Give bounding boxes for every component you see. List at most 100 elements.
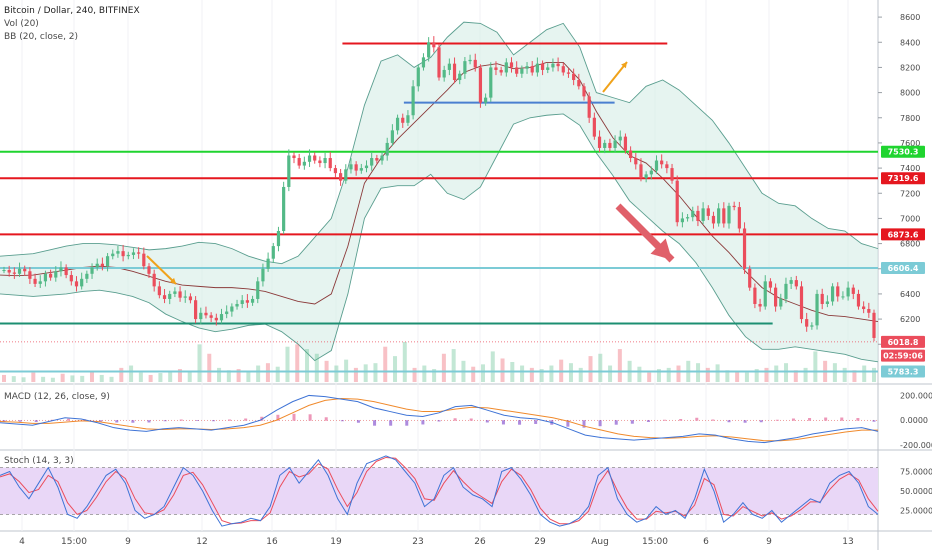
volume-bar bbox=[735, 371, 740, 382]
legend-symbol: Bitcoin / Dollar, 240, BITFINEX bbox=[4, 6, 140, 16]
volume-bar bbox=[41, 376, 46, 382]
candle-body bbox=[825, 301, 829, 304]
candle-body bbox=[80, 278, 84, 287]
candle-body bbox=[701, 208, 705, 221]
candle-body bbox=[499, 69, 503, 73]
candle-body bbox=[717, 208, 721, 224]
macd-histogram-bar bbox=[34, 420, 38, 422]
candle-body bbox=[12, 272, 16, 274]
candle-body bbox=[437, 47, 441, 78]
x-tick-label: 29 bbox=[534, 537, 546, 547]
candle-body bbox=[23, 268, 27, 272]
candle-body bbox=[225, 311, 229, 315]
volume-bar bbox=[432, 369, 437, 382]
candle-body bbox=[85, 273, 89, 279]
macd-histogram-bar bbox=[453, 418, 457, 421]
volume-bar bbox=[70, 375, 75, 382]
volume-bar bbox=[696, 363, 701, 382]
candle-body bbox=[411, 86, 415, 116]
volume-bar bbox=[363, 364, 368, 382]
macd-histogram-bar bbox=[775, 419, 779, 421]
volume-bar bbox=[2, 374, 6, 382]
candle-body bbox=[535, 63, 539, 73]
candle-body bbox=[323, 158, 327, 164]
volume-bar bbox=[11, 376, 16, 382]
candle-body bbox=[333, 168, 338, 174]
candle-body bbox=[582, 86, 586, 97]
candle-body bbox=[753, 287, 757, 304]
legend-bollinger: BB (20, close, 2) bbox=[4, 32, 79, 42]
volume-bar bbox=[207, 353, 212, 382]
candle-body bbox=[116, 251, 120, 254]
candle-body bbox=[385, 142, 389, 156]
macd-histogram-bar bbox=[840, 417, 844, 421]
candle-body bbox=[649, 170, 653, 175]
candle-body bbox=[307, 155, 312, 162]
candle-body bbox=[7, 270, 11, 273]
candle-body bbox=[95, 263, 99, 268]
candle-body bbox=[147, 266, 151, 274]
candle-body bbox=[644, 174, 648, 179]
candle-body bbox=[820, 293, 824, 304]
volume-bar bbox=[422, 365, 427, 382]
volume-bar bbox=[187, 370, 192, 382]
candle-body bbox=[17, 268, 22, 274]
candle-body bbox=[572, 73, 576, 81]
volume-bar bbox=[295, 344, 300, 382]
candle-body bbox=[287, 155, 291, 187]
candle-body bbox=[815, 293, 819, 326]
volume-bar bbox=[520, 365, 525, 382]
candle-body bbox=[473, 59, 477, 68]
x-tick-label: 12 bbox=[196, 537, 207, 547]
candle-body bbox=[292, 155, 296, 159]
volume-bar bbox=[89, 371, 94, 382]
macd-histogram-bar bbox=[405, 420, 409, 426]
volume-bar bbox=[862, 365, 867, 382]
orange-arrow-down bbox=[146, 255, 177, 285]
price-badge-label: 6873.6 bbox=[888, 230, 919, 239]
macd-histogram-bar bbox=[324, 417, 328, 421]
candle-body bbox=[183, 296, 187, 298]
volume-bar bbox=[578, 367, 583, 382]
candle-body bbox=[245, 300, 249, 303]
candle-body bbox=[566, 72, 571, 74]
orange-arrow-up-head bbox=[621, 62, 627, 69]
candle-body bbox=[587, 96, 591, 118]
candle-body bbox=[867, 309, 871, 313]
candle-body bbox=[204, 312, 208, 316]
candle-body bbox=[344, 169, 348, 181]
candle-body bbox=[603, 142, 607, 148]
volume-bar bbox=[598, 353, 603, 382]
macd-histogram-bar bbox=[646, 420, 650, 422]
candle-body bbox=[478, 67, 483, 103]
macd-histogram-bar bbox=[485, 420, 489, 423]
volume-bar bbox=[402, 342, 407, 382]
candle-body bbox=[173, 291, 177, 294]
candle-body bbox=[126, 254, 130, 257]
candle-body bbox=[768, 281, 773, 288]
x-tick-label: 15:00 bbox=[61, 537, 87, 547]
bollinger-fill bbox=[0, 22, 878, 362]
macd-histogram-bar bbox=[663, 419, 667, 421]
candle-body bbox=[230, 306, 234, 312]
volume-bar bbox=[197, 344, 202, 382]
candle-body bbox=[137, 252, 141, 254]
candle-body bbox=[494, 67, 498, 70]
volume-bar bbox=[832, 363, 837, 382]
macd-histogram-bar bbox=[598, 420, 602, 427]
volume-bar bbox=[705, 367, 710, 382]
candle-body bbox=[732, 205, 736, 208]
volume-bar bbox=[715, 364, 720, 382]
candle-body bbox=[214, 317, 218, 321]
price-tick-label: 6800 bbox=[900, 240, 920, 249]
price-badge bbox=[881, 228, 925, 241]
candle-body bbox=[406, 115, 410, 123]
candle-body bbox=[349, 164, 353, 170]
legend-volume: Vol (20) bbox=[4, 19, 39, 29]
volume-bar bbox=[226, 370, 231, 382]
candle-body bbox=[271, 246, 275, 259]
candle-body bbox=[395, 117, 400, 131]
macd-histogram-bar bbox=[695, 417, 699, 421]
candle-body bbox=[416, 67, 420, 87]
